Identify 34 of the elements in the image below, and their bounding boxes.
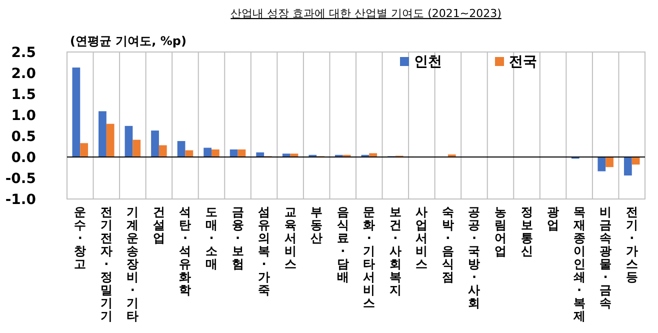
x-tick-label: 비금속광물·금속	[600, 205, 612, 310]
y-tick-label: 2.0	[11, 66, 36, 82]
x-tick-label: 숙박·음식점	[442, 205, 454, 284]
x-tick-label: 금융·보험	[232, 205, 244, 271]
x-tick-label: 석탄·석유화학	[179, 205, 192, 297]
category-label: 전기전자·정밀기기	[100, 205, 112, 323]
y-tick-label: 0.5	[11, 129, 36, 145]
x-tick-label: 광업	[547, 205, 560, 232]
legend-label: 전국	[509, 54, 537, 70]
y-tick-label: 0.0	[11, 150, 36, 166]
x-tick-label: 사업서비스	[416, 205, 428, 271]
y-tick-label: 1.5	[11, 87, 36, 103]
x-tick-label: 문화·기타서비스	[363, 205, 376, 310]
x-tick-label: 음식료·담배	[336, 205, 349, 284]
y-tick-label: -0.5	[5, 171, 36, 187]
y-tick-label: 2.5	[11, 45, 36, 61]
x-tick-label: 농림어업	[494, 205, 506, 258]
x-tick-label: 전기·가스등	[626, 205, 638, 284]
x-tick-label: 정보통신	[520, 205, 533, 258]
category-label: 목재종이인쇄·복제	[573, 205, 586, 323]
x-tick-label: 건설업	[152, 205, 165, 245]
x-tick-label: 보건·사회복지	[389, 205, 402, 297]
x-tick-label: 부동산	[310, 205, 323, 245]
y-tick-label: -1.0	[5, 192, 36, 208]
x-tick-label: 교육서비스	[284, 205, 296, 271]
x-tick-label: 운수·창고	[74, 205, 86, 271]
x-tick-label: 도매·소매	[206, 205, 218, 271]
chart-title: 산업내 성장 효과에 대한 산업별 기여도 (2021~2023)	[230, 7, 502, 20]
y-tick-label: 1.0	[11, 108, 36, 124]
legend-label: 인천	[414, 54, 442, 70]
category-label: 기계운송장비·기타	[126, 205, 139, 323]
x-tick-label: 섬유의복·가죽	[258, 205, 270, 297]
y-axis-title: (연평균 기여도, %p)	[70, 34, 186, 48]
x-tick-label: 공공·국방·사회	[468, 205, 480, 310]
